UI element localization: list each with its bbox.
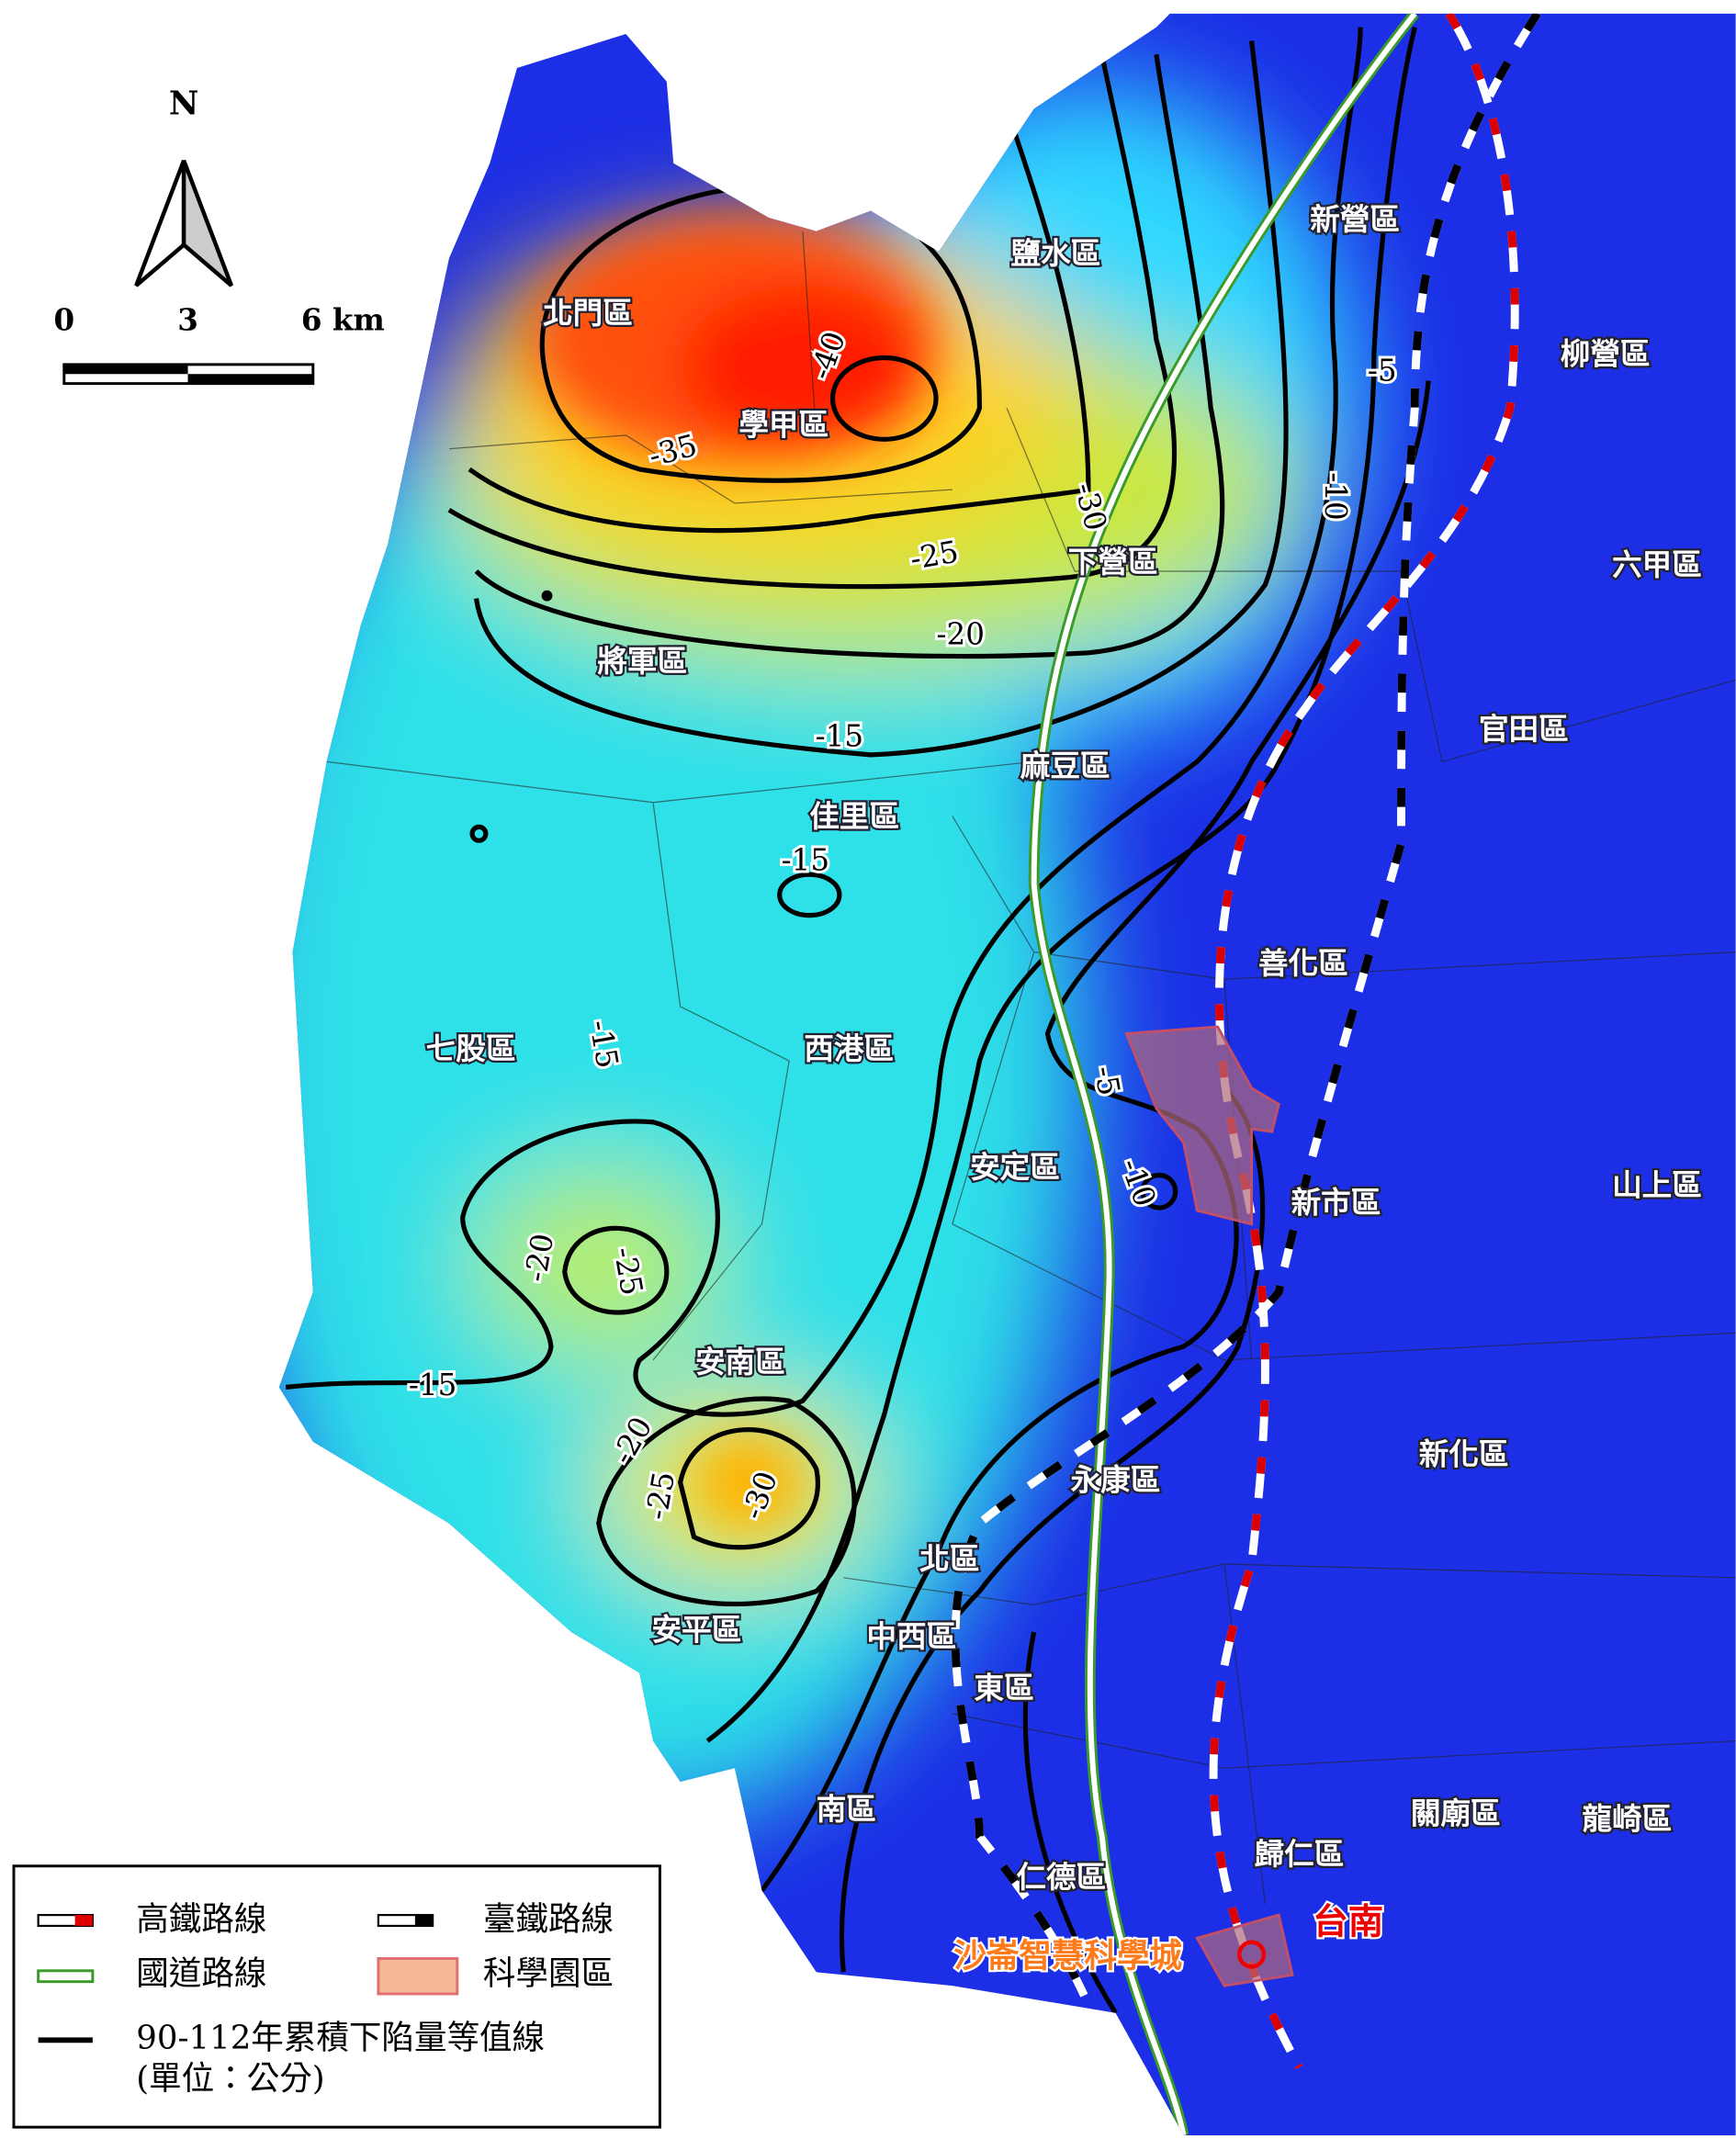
district-label: 將軍區 (597, 643, 687, 679)
scale-label: 0 (53, 301, 74, 337)
legend-symbol (414, 1915, 434, 1926)
city-label: 台南 (1313, 1901, 1383, 1942)
district-label: 龍崎區 (1582, 1800, 1672, 1836)
freeway (1031, 13, 1417, 2135)
city-marker (1237, 1940, 1267, 1969)
legend-label: 科學園區 (483, 1955, 614, 1993)
district-label: 麻豆區 (1020, 748, 1110, 783)
north-label: N (169, 85, 198, 123)
science-park (1124, 1025, 1280, 1226)
scale-bar (187, 374, 313, 384)
contour-line (474, 53, 1225, 659)
contour-line (468, 107, 1091, 534)
legend-symbol (377, 1957, 459, 1996)
legend-label: 臺鐵路線 (483, 1901, 614, 1939)
point (541, 590, 553, 602)
legend-label: 國道路線 (136, 1955, 266, 1993)
district-label: 善化區 (1258, 945, 1348, 981)
district-label: 北區 (919, 1541, 979, 1577)
contour-line (562, 1225, 670, 1315)
district-label: 東區 (975, 1670, 1034, 1706)
contour-line (705, 26, 1417, 1743)
district-label: 柳營區 (1561, 335, 1651, 371)
science-city-label: 沙崙智慧科學城 (953, 1937, 1182, 1975)
district-label: 西港區 (804, 1030, 894, 1066)
red-zone (680, 285, 926, 449)
contour-label: -35 (645, 428, 700, 474)
contour-label: -5 (1088, 1064, 1127, 1098)
contour-line (447, 53, 1178, 590)
district-label: 北門區 (543, 295, 633, 331)
contour-label: -25 (907, 534, 961, 577)
district-label: 七股區 (426, 1030, 516, 1066)
district-label: 安定區 (970, 1149, 1060, 1185)
cyan-zone (278, 298, 1088, 1823)
north-arrow (181, 159, 234, 287)
contour-line (677, 1427, 820, 1550)
scale-bar (63, 364, 188, 375)
legend: 高鐵路線 臺鐵路線 國道路線 科學園區 90-112年累積下陷量等值線 (單位：… (12, 1864, 661, 2129)
contour-label: -20 (936, 617, 984, 652)
contour-label: -5 (1368, 353, 1397, 388)
contour-label: -10 (1318, 472, 1353, 520)
district-label: 安平區 (652, 1612, 742, 1648)
district-label: 鹽水區 (1011, 235, 1101, 271)
orange-zone (693, 1435, 803, 1531)
contour-line (777, 872, 842, 918)
district-label: 新營區 (1310, 201, 1400, 237)
district-label: 中西區 (867, 1618, 957, 1654)
legend-note: (單位：公分) (136, 2060, 324, 2098)
gradient-core (530, 217, 940, 1531)
green-zone (476, 1169, 722, 1360)
contour-line (1140, 1172, 1178, 1210)
legend-symbol (74, 1915, 93, 1926)
district-label: 仁德區 (1016, 1859, 1106, 1895)
contour-line (829, 355, 939, 442)
district-label: 佳里區 (809, 798, 899, 834)
legend-symbol (37, 1969, 95, 1984)
district-label: 下營區 (1068, 544, 1158, 580)
contour-label: -15 (816, 719, 863, 754)
science-park (1195, 1913, 1294, 1987)
district-label: 六甲區 (1612, 546, 1702, 582)
contour-line (596, 1396, 857, 1606)
district-label: 官田區 (1479, 711, 1569, 747)
district-label: 歸仁區 (1255, 1836, 1345, 1872)
district-label: 山上區 (1612, 1166, 1702, 1202)
contour-line (1022, 1631, 1118, 2015)
legend-box (12, 1864, 661, 2129)
district-label: 永康區 (1071, 1462, 1161, 1498)
hsr-line (1209, 13, 1519, 2070)
contour-line (285, 27, 1363, 1417)
contour-label: -15 (782, 842, 829, 877)
rail-line (951, 13, 1541, 2122)
district-label: 南區 (817, 1791, 876, 1827)
district-label: 新市區 (1291, 1185, 1381, 1221)
district-label: 學甲區 (738, 407, 829, 443)
district-label: 關廟區 (1411, 1795, 1501, 1830)
contour-label: -15 (409, 1368, 457, 1402)
legend-label: 90-112年累積下陷量等值線 (136, 2019, 545, 2056)
contour-line (473, 40, 1289, 758)
scale-label: 3 (177, 301, 198, 337)
contour-line (469, 824, 489, 843)
contour-line (539, 183, 983, 483)
district-label: 安南區 (695, 1344, 785, 1379)
district-label: 新化區 (1419, 1436, 1509, 1472)
legend-label: 高鐵路線 (136, 1901, 266, 1939)
scale-label: 6 km (301, 301, 385, 337)
